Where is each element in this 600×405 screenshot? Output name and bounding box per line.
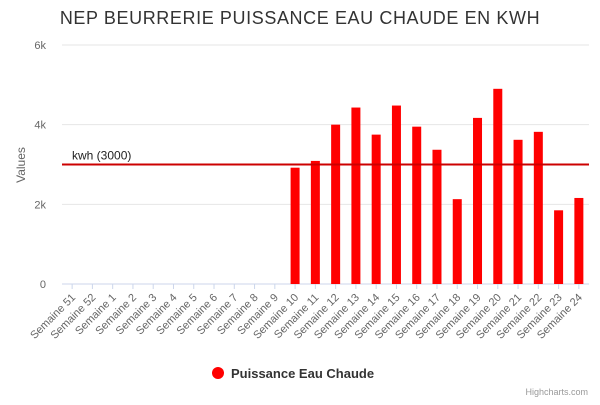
- bar[interactable]: [290, 167, 300, 284]
- bar[interactable]: [452, 199, 462, 284]
- bar-series[interactable]: [290, 88, 584, 285]
- bar[interactable]: [351, 107, 361, 284]
- credits-link[interactable]: Highcharts.com: [525, 387, 588, 397]
- bar[interactable]: [554, 210, 564, 284]
- bar[interactable]: [371, 134, 381, 284]
- bar[interactable]: [493, 88, 503, 284]
- y-axis: 0 2k 4k 6k: [34, 40, 46, 291]
- bar[interactable]: [574, 197, 584, 284]
- legend[interactable]: Puissance Eau Chaude: [212, 366, 374, 381]
- bar[interactable]: [412, 126, 422, 285]
- plot-line-label: kwh (3000): [72, 149, 131, 163]
- legend-label[interactable]: Puissance Eau Chaude: [231, 366, 374, 381]
- chart-title: NEP BEURRERIE PUISSANCE EAU CHAUDE EN KW…: [60, 8, 540, 28]
- y-tick-label: 4k: [34, 120, 46, 132]
- bar[interactable]: [473, 117, 483, 285]
- bar[interactable]: [310, 160, 320, 284]
- y-tick-label: 6k: [34, 40, 46, 52]
- y-tick-label: 0: [40, 279, 46, 291]
- threshold-line: kwh (3000): [62, 149, 589, 166]
- y-axis-title: Values: [14, 147, 28, 183]
- bar[interactable]: [513, 139, 523, 284]
- bar[interactable]: [432, 149, 442, 284]
- y-tick-label: 2k: [34, 199, 46, 211]
- legend-marker: [212, 367, 224, 379]
- bar[interactable]: [533, 131, 543, 284]
- bar[interactable]: [391, 105, 401, 285]
- bar[interactable]: [331, 124, 341, 285]
